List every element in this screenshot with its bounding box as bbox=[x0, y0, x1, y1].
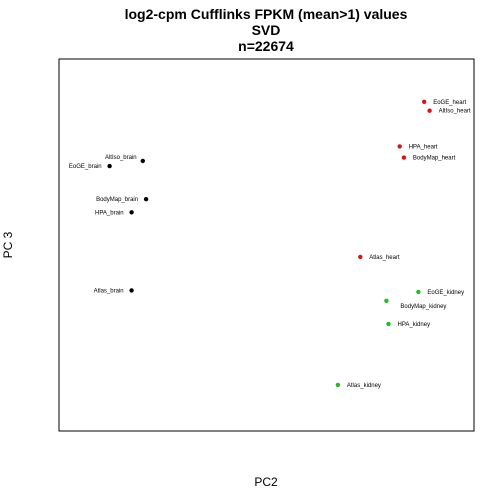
chart-title-line-1: log2-cpm Cufflinks FPKM (mean>1) values bbox=[125, 6, 408, 22]
point-label-hpa-brain: HPA_brain bbox=[95, 210, 124, 216]
point-eoge-heart bbox=[422, 99, 427, 105]
point-label-hpa-heart: HPA_heart bbox=[409, 144, 438, 150]
chart-title-line-3: n=22674 bbox=[238, 38, 294, 54]
point-hpa-heart bbox=[397, 144, 402, 149]
point-hpa-brain bbox=[129, 210, 134, 215]
point-label-bodymap-heart: BodyMap_heart bbox=[413, 156, 456, 162]
point-bodymap-kidney bbox=[384, 298, 389, 303]
y-axis-label: PC 3 bbox=[1, 231, 15, 258]
x-axis-label: PC2 bbox=[254, 475, 278, 489]
point-label-eoge-brain: EoGE_brain bbox=[69, 164, 102, 170]
data-points: EoGE_heart AltIso_heart HPA_heart BodyMap_h… bbox=[69, 99, 471, 389]
point-label-atlas-brain: Atlas_brain bbox=[94, 288, 124, 294]
point-hpa-kidney bbox=[386, 321, 391, 327]
point-label-eoge-kidney: EoGE_kidney bbox=[427, 290, 464, 296]
point-label-altiso-brain: AltIso_brain bbox=[105, 155, 137, 161]
point-label-bodymap-kidney: BodyMap_kidney bbox=[400, 304, 446, 310]
point-label-bodymap-brain: BodyMap_brain bbox=[96, 197, 138, 203]
point-atlas-brain bbox=[129, 288, 134, 293]
point-altiso-brain bbox=[140, 158, 145, 164]
point-eoge-kidney bbox=[416, 289, 421, 295]
chart-title-line-2: SVD bbox=[252, 22, 281, 38]
point-atlas-kidney bbox=[335, 382, 341, 388]
point-label-altiso-heart: AltIso_heart bbox=[439, 109, 471, 115]
point-atlas-heart bbox=[358, 254, 363, 260]
point-label-hpa-kidney: HPA_kidney bbox=[398, 322, 431, 328]
point-label-eoge-heart: EoGE_heart bbox=[433, 100, 466, 106]
point-bodymap-brain bbox=[143, 197, 149, 202]
point-altiso-heart bbox=[427, 108, 432, 113]
point-bodymap-heart bbox=[401, 155, 407, 160]
point-label-atlas-heart: Atlas_heart bbox=[369, 255, 400, 261]
point-label-atlas-kidney: Atlas_kidney bbox=[347, 383, 381, 389]
point-eoge-brain bbox=[107, 163, 112, 169]
plot-area-frame bbox=[58, 58, 475, 432]
